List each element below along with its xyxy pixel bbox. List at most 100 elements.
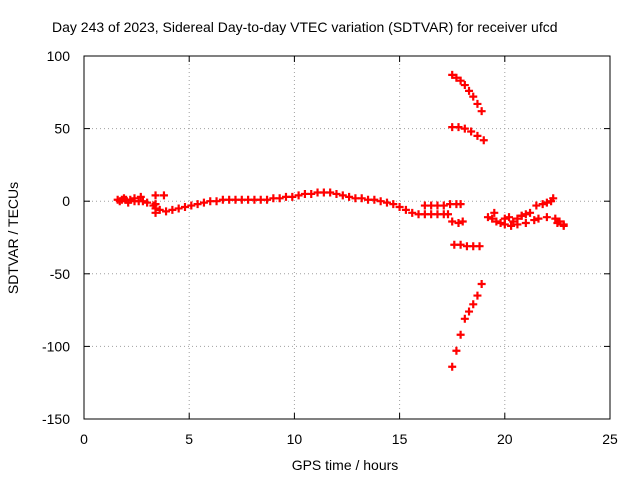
data-point	[408, 208, 417, 217]
data-point	[542, 213, 551, 222]
axis-ticks: 0 5 10 15 20 25 -150 -100 -50 0 50 100	[42, 48, 618, 447]
x-axis-label: GPS time / hours	[292, 457, 399, 473]
x-tick-label: 15	[392, 431, 408, 447]
data-point	[452, 346, 461, 355]
data-point	[456, 200, 465, 209]
y-tick-label: -150	[42, 411, 70, 427]
data-point	[542, 198, 551, 207]
data-point	[467, 127, 476, 136]
data-point	[490, 208, 499, 217]
data-point	[382, 198, 391, 207]
data-point	[452, 73, 461, 82]
x-tick-label: 10	[287, 431, 303, 447]
data-point	[460, 81, 469, 90]
y-tick-label: 50	[54, 121, 70, 137]
data-point	[532, 201, 541, 210]
data-point	[439, 201, 448, 210]
data-point	[187, 201, 196, 210]
data-point	[509, 217, 518, 226]
series-upper-curve	[448, 70, 486, 116]
data-point	[505, 213, 514, 222]
series-steep-line	[448, 279, 486, 371]
data-point	[124, 198, 133, 207]
data-point	[507, 221, 516, 230]
data-point	[454, 123, 463, 132]
data-point	[551, 214, 560, 223]
series-segment-mid	[420, 200, 465, 210]
data-point	[473, 99, 482, 108]
data-point	[174, 204, 183, 213]
data-point	[530, 216, 539, 225]
x-tick-label: 5	[185, 431, 193, 447]
data-point	[479, 136, 488, 145]
x-tick-label: 25	[602, 431, 618, 447]
data-point	[345, 192, 354, 201]
data-point	[401, 205, 410, 214]
data-point	[517, 211, 526, 220]
data-point	[521, 210, 530, 219]
data-point	[473, 131, 482, 140]
data-point	[526, 208, 535, 217]
data-point	[553, 218, 562, 227]
data-point	[193, 200, 202, 209]
data-point	[458, 217, 467, 226]
data-point	[326, 188, 335, 197]
data-point	[483, 213, 492, 222]
y-tick-label: -50	[50, 266, 70, 282]
data-point	[338, 191, 347, 200]
x-tick-label: 20	[497, 431, 513, 447]
data-point	[376, 197, 385, 206]
series-dips-17	[443, 210, 467, 227]
data-point	[538, 200, 547, 209]
data-point	[477, 107, 486, 116]
data-point	[119, 194, 128, 203]
data-point	[460, 124, 469, 133]
data-point	[151, 191, 160, 200]
data-point	[473, 291, 482, 300]
data-point	[199, 198, 208, 207]
data-point	[155, 205, 164, 214]
data-point	[454, 218, 463, 227]
data-point	[136, 192, 145, 201]
data-point	[448, 362, 457, 371]
data-points	[113, 70, 568, 371]
data-point	[456, 240, 465, 249]
data-point	[559, 221, 568, 230]
data-point	[534, 214, 543, 223]
data-point	[469, 92, 478, 101]
data-point	[500, 220, 509, 229]
data-point	[443, 210, 452, 219]
series-main-track	[113, 188, 448, 219]
data-point	[288, 192, 297, 201]
data-point	[456, 76, 465, 85]
data-point	[465, 307, 474, 316]
data-point	[357, 194, 366, 203]
data-point	[465, 86, 474, 95]
data-point	[180, 203, 189, 212]
data-point	[275, 194, 284, 203]
data-point	[448, 217, 457, 226]
data-point	[162, 207, 171, 216]
data-point	[212, 197, 221, 206]
data-point	[469, 300, 478, 309]
data-point	[138, 197, 147, 206]
data-point	[448, 70, 457, 79]
data-point	[115, 197, 124, 206]
data-point	[395, 203, 404, 212]
data-point	[488, 214, 497, 223]
data-point	[332, 189, 341, 198]
y-tick-label: 100	[47, 48, 71, 64]
data-point	[143, 198, 152, 207]
y-tick-label: 0	[62, 193, 70, 209]
y-axis-label: SDTVAR / TECUs	[5, 182, 21, 294]
data-point	[475, 242, 484, 251]
data-point	[513, 220, 522, 229]
data-point	[521, 218, 530, 227]
data-point	[294, 191, 303, 200]
series-minus-30-band	[450, 240, 484, 251]
data-point	[159, 191, 168, 200]
chart-title: Day 243 of 2023, Sidereal Day-to-day VTE…	[52, 19, 558, 35]
data-point	[151, 208, 160, 217]
series-upper-50-band	[448, 123, 488, 145]
